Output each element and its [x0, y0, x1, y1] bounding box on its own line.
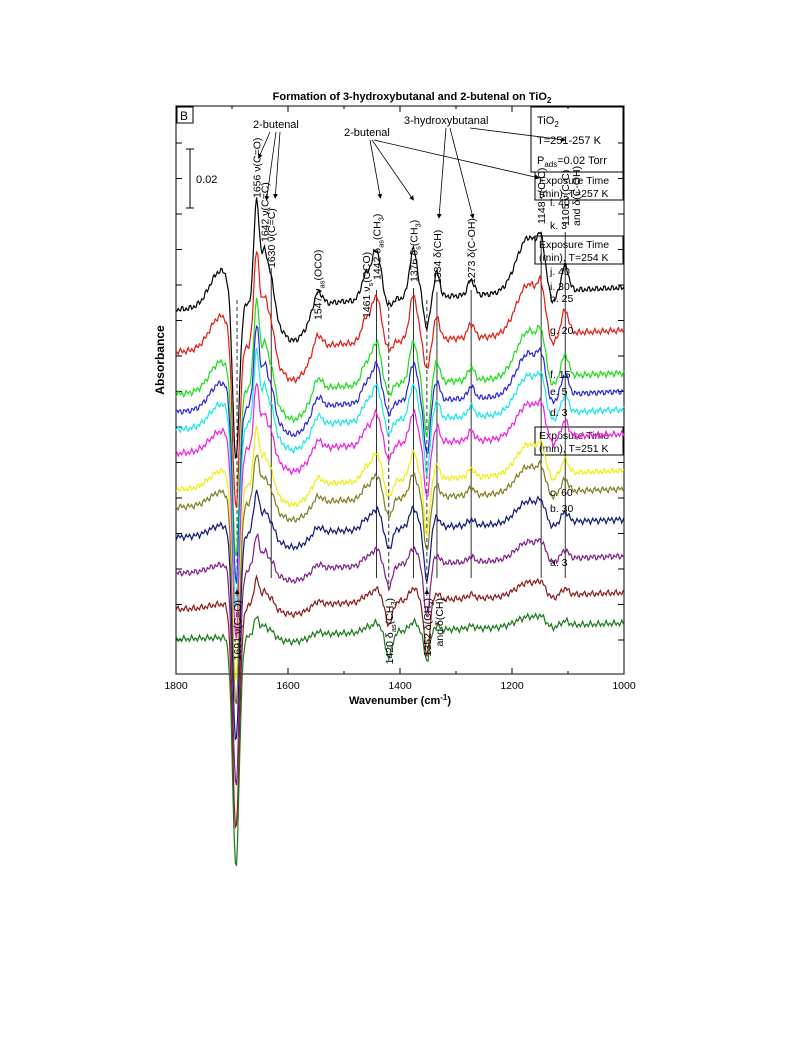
series-label: k. 3: [550, 220, 567, 232]
species-label-2-butenal-left: 2-butenal: [253, 119, 299, 131]
peak-label-top: 1273 δ(C-OH): [466, 218, 478, 284]
peak-label-bottom: 1691 ν(C=O): [232, 600, 244, 660]
series-label: b. 30: [550, 503, 574, 515]
arrow: [373, 139, 540, 180]
peak-label-top: 1334 δ(CH): [432, 230, 444, 284]
x-tick-label: 1800: [164, 680, 188, 692]
spectrum-line: [175, 197, 625, 459]
panel-label: B: [180, 109, 188, 123]
peak-labels: 1656 ν(C=O)1642 ν(C=C)1630 ν(C=C) 1547 νa…: [232, 138, 583, 665]
conditions-box: TiO2 T=251-257 K Pads=0.02 Torr: [530, 106, 624, 173]
arrow: [436, 127, 447, 219]
chart-title: Formation of 3-hydroxybutanal and 2-bute…: [273, 91, 552, 105]
peak-label-top: 1442 δas(CH3): [371, 214, 385, 280]
group-label-251: Exposure Time (min), T=251 K: [534, 426, 624, 456]
series-label: e. 5: [550, 386, 568, 398]
x-tick-label: 1600: [276, 680, 300, 692]
svg-text:Exposure Time: Exposure Time: [539, 430, 609, 442]
arrow: [369, 139, 383, 199]
spectrum-line: [175, 347, 625, 608]
svg-text:Exposure Time: Exposure Time: [539, 239, 609, 251]
scale-bar-label: 0.02: [196, 174, 217, 186]
arrow: [258, 131, 271, 159]
svg-text:(min), T=251 K: (min), T=251 K: [539, 443, 609, 455]
spectrum-line: [175, 454, 625, 705]
spectrum-line: [175, 382, 625, 639]
x-axis-label: Wavenumber (cm-1): [349, 693, 451, 707]
spectrum-line: [175, 489, 625, 740]
peak-label-top: 1630 ν(C=C): [266, 208, 278, 268]
x-tick-label: 1000: [612, 680, 636, 692]
peak-label-top-line2: and δ(C-OH): [571, 166, 583, 226]
series-label: c. 60: [550, 487, 573, 499]
arrow: [371, 139, 414, 201]
series-label: l. 40: [550, 197, 570, 209]
svg-text:Exposure Time: Exposure Time: [539, 175, 609, 187]
x-tick-label: 1200: [500, 680, 524, 692]
peak-label-top: 1376 δs(CH3): [408, 220, 422, 282]
spectrum-line: [175, 425, 625, 681]
y-axis-label: Absorbance: [153, 325, 167, 395]
spectrum-line: [175, 532, 625, 786]
peak-label-top: 1642 ν(C=C): [259, 182, 271, 242]
arrow: [449, 127, 475, 219]
peak-label-bottom: 1352 δ(CH3): [422, 598, 436, 656]
series-label: a. 3: [550, 557, 568, 569]
reference-lines: [236, 232, 566, 594]
peak-label-top: 1547 νas(OCO): [313, 250, 327, 320]
spectrum-line: [175, 325, 625, 584]
arrow: [273, 131, 281, 199]
scale-bar: 0.02: [186, 148, 217, 209]
svg-text:Pads=0.02 Torr: Pads=0.02 Torr: [537, 155, 607, 169]
series-label: j. 40: [549, 266, 570, 278]
series-label: i. 30: [550, 281, 570, 293]
series-label: h. 25: [550, 293, 574, 305]
svg-text:(min), T=254 K: (min), T=254 K: [539, 252, 609, 264]
conditions-temp: T=251-257 K: [537, 135, 602, 147]
peak-label-top: 1148 ν(C-C): [536, 168, 548, 224]
arrow: [264, 131, 277, 201]
species-arrows: [234, 127, 566, 596]
spectra: [175, 197, 625, 867]
svg-text:(min), T=257 K: (min), T=257 K: [539, 188, 609, 200]
peak-label-bottom-line2: and δ(CH): [434, 598, 446, 646]
species-label-2-butenal-mid: 2-butenal: [344, 127, 390, 139]
axis-ticks: 1800 1600 1400 1200 1000: [164, 106, 636, 692]
svg-text:TiO2: TiO2: [537, 115, 559, 129]
group-label-254: Exposure Time (min), T=254 K: [534, 235, 624, 265]
species-label-3-hydroxybutanal: 3-hydroxybutanal: [404, 115, 488, 127]
panel-label-box: [176, 106, 194, 124]
arrow: [469, 127, 566, 142]
peak-label-top: 1656 ν(C=O): [252, 138, 264, 198]
spectrum-line: [175, 250, 625, 508]
series-labels: l. 40 k. 3 j. 40 i. 30h. 25 g. 20 f. 15 e. 5 d.…: [549, 197, 574, 569]
x-tick-label: 1400: [388, 680, 412, 692]
spectrum-line: [175, 297, 625, 557]
peak-label-bottom: 1420 δas(CH3): [384, 598, 398, 664]
group-label-257: Exposure Time (min), T=257 K: [534, 171, 624, 201]
series-label: f. 15: [550, 369, 571, 381]
peak-label-top: 1105 ν(C-C): [560, 170, 572, 226]
spectrum-line: [175, 612, 625, 867]
series-label: g. 20: [550, 325, 574, 337]
peak-label-top: 1461 νs(OCO): [361, 252, 375, 318]
spectrum-line: [175, 574, 625, 830]
series-label: d. 3: [550, 407, 568, 419]
